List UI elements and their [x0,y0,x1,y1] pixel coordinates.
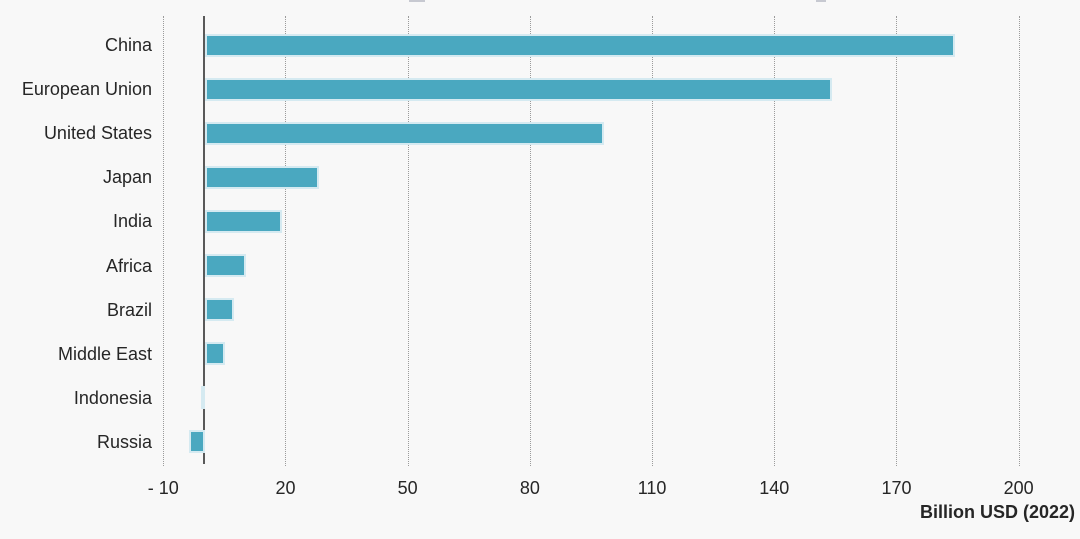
x-gridline [1018,16,1020,466]
x-gridline [285,16,287,466]
y-axis-line [203,16,205,464]
x-tick-label: 200 [1003,478,1034,498]
cropped-title-fragment [409,0,425,2]
x-gridline [652,16,654,466]
bar-china [205,33,955,57]
bar-european-union [205,77,833,101]
x-tick-label: 110 [637,478,667,498]
category-label: United States [43,123,152,144]
category-label: Middle East [57,343,152,364]
x-tick-label: 170 [881,478,912,498]
x-gridline [407,16,409,466]
x-tick-label: 50 [397,478,418,498]
category-label: Indonesia [73,387,152,408]
category-label: China [104,35,152,55]
x-tick-label: 20 [275,478,296,498]
x-gridline [896,16,898,466]
category-label: European Union [21,79,152,100]
bar-indonesia [200,386,205,410]
category-label: Africa [105,255,152,276]
bar-united-states [205,121,605,145]
bar-russia [188,430,205,454]
x-tick-label: 140 [759,478,790,498]
bar-brazil [205,298,234,322]
bar-india [205,209,283,233]
x-gridline [529,16,531,466]
category-label: India [112,211,152,232]
category-label: Russia [96,431,152,452]
category-label: Brazil [106,299,152,320]
bar-japan [205,165,320,189]
x-gridline [163,16,165,466]
x-gridline [774,16,776,466]
cropped-title-fragment [816,0,826,2]
category-label: Japan [102,167,152,188]
x-tick-label: 80 [519,478,540,498]
x-tick-label: - 10 [147,478,179,498]
bar-middle-east [205,342,226,366]
x-axis-title: Billion USD (2022) [919,502,1075,522]
bar-africa [205,254,246,277]
